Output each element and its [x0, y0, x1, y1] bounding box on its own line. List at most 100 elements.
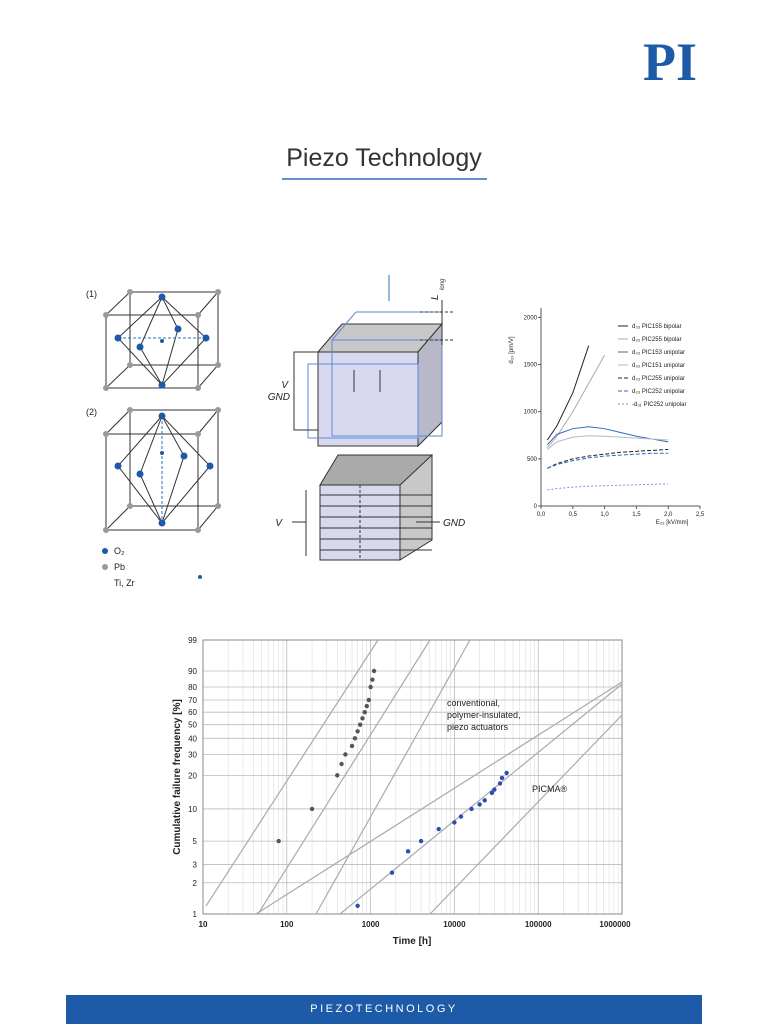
- data-point: [405, 849, 411, 854]
- series-line: [546, 345, 590, 441]
- x-axis-label: E₃₃ [kV/mm]: [656, 520, 689, 526]
- annotation: PICMA®: [532, 784, 568, 794]
- y-tick-label: 2: [193, 879, 198, 888]
- data-point: [436, 826, 441, 832]
- x-tick-label: 1,0: [600, 512, 609, 518]
- ground-label: GND: [443, 518, 465, 529]
- x-tick-label: 1000: [362, 920, 380, 929]
- fit-line: [205, 639, 379, 907]
- series-line: [547, 435, 669, 450]
- lattice-figure: (1) (2) O₂ Pb Ti, Zr: [86, 289, 221, 588]
- y-tick-label: 30: [188, 750, 197, 759]
- data-point: [452, 820, 457, 825]
- data-point: [343, 752, 348, 757]
- polarization-chart: 0 500 1000 1500 2000 0,0 0,5 1,0 1,5 2,0 2,5 E₃₃ [k…: [509, 308, 705, 526]
- annotation: conventional,: [447, 698, 500, 708]
- data-point: [370, 677, 375, 682]
- legend-label: O₂: [114, 546, 125, 556]
- data-point: [389, 870, 395, 875]
- x-tick-label: 100000: [525, 920, 552, 929]
- data-point: [458, 814, 464, 819]
- fit-line: [339, 683, 623, 915]
- legend-label: d₃₃ PIC255 unipolar: [632, 376, 685, 382]
- footer-text: PIEZOTECHNOLOGY: [310, 1003, 458, 1015]
- y-tick-label: 1000: [524, 410, 538, 416]
- data-point: [499, 775, 505, 781]
- y-tick-label: 90: [188, 667, 197, 676]
- annotation: polymer-insulated,: [447, 710, 521, 720]
- data-point: [371, 668, 377, 674]
- data-point: [497, 781, 503, 786]
- x-tick-label: 10: [199, 920, 208, 929]
- legend-label: d₃₃ PIC151 unipolar: [632, 363, 685, 369]
- legend-label: d₃₃ PIC153 unipolar: [632, 350, 685, 356]
- y-tick-label: 70: [188, 696, 197, 705]
- data-point: [335, 773, 340, 778]
- series-line: [546, 354, 606, 448]
- data-point: [349, 743, 355, 749]
- data-point: [504, 770, 509, 776]
- plot-frame: [202, 639, 623, 915]
- data-point: [492, 787, 497, 792]
- fit-line: [315, 639, 471, 915]
- data-point: [309, 806, 315, 812]
- data-point: [469, 806, 474, 812]
- lattice-label: (2): [86, 407, 97, 417]
- x-tick-label: 1000000: [599, 920, 631, 929]
- logo: PI: [643, 32, 697, 92]
- data-point: [366, 697, 371, 703]
- data-point: [352, 736, 358, 741]
- actuator-figure: V GND L long V GND: [268, 275, 465, 561]
- y-tick-label: 1: [193, 910, 198, 919]
- voltage-label: V: [275, 518, 283, 529]
- y-tick-label: 99: [188, 636, 197, 645]
- data-point: [360, 716, 365, 721]
- data-point: [357, 722, 363, 727]
- footer-bar: [66, 995, 702, 1024]
- data-point: [364, 703, 369, 709]
- y-axis-label: d₃₃ [pm/V]: [509, 336, 515, 364]
- legend-label: d₃₃ PIC155 bipolar: [632, 324, 682, 330]
- x-tick-label: 0,0: [537, 512, 546, 518]
- x-tick-label: 2,5: [696, 512, 705, 518]
- x-tick-label: 2,0: [664, 512, 673, 518]
- y-tick-label: 3: [193, 860, 198, 869]
- fit-line: [255, 681, 623, 915]
- y-tick-label: 80: [188, 683, 197, 692]
- x-tick-label: 1,5: [632, 512, 641, 518]
- data-point: [276, 838, 281, 844]
- data-point: [362, 710, 367, 715]
- y-tick-label: 0: [534, 504, 538, 510]
- x-axis-label: Time [h]: [393, 936, 432, 947]
- x-tick-label: 100: [280, 920, 294, 929]
- y-tick-label: 10: [188, 805, 197, 814]
- y-tick-label: 2000: [524, 315, 538, 321]
- series-line: [547, 483, 669, 491]
- ground-label: GND: [268, 392, 290, 403]
- x-tick-label: 10000: [443, 920, 466, 929]
- page-title: Piezo Technology: [286, 144, 482, 172]
- reliability-chart: 1 2 3 5 10 20 30 40 50 60 70 80 90 99 10 100 1000 10000 10…: [172, 636, 631, 947]
- y-tick-label: 5: [193, 837, 198, 846]
- length-label: L: [430, 294, 441, 300]
- legend-label: d₃₃ PIC255 bipolar: [632, 337, 682, 343]
- y-axis-label: Cumulative failure frequency [%]: [172, 699, 183, 855]
- series-line: [546, 426, 669, 446]
- data-point: [489, 790, 495, 796]
- legend-label: Ti, Zr: [114, 578, 135, 588]
- lattice-label: (1): [86, 289, 97, 299]
- legend-label: -d₃₁ PIC252 unipolar: [632, 402, 687, 408]
- data-point: [482, 798, 487, 803]
- voltage-label: V: [281, 380, 289, 391]
- y-tick-label: 60: [188, 708, 197, 717]
- legend-label: d₃₃ PIC252 unipolar: [632, 389, 685, 395]
- length-subscript: long: [440, 278, 446, 290]
- y-tick-label: 500: [527, 457, 538, 463]
- y-tick-label: 20: [188, 771, 197, 780]
- y-tick-label: 1500: [524, 363, 538, 369]
- series-line: [547, 452, 669, 469]
- data-point: [355, 903, 360, 909]
- legend-label: Pb: [114, 562, 125, 572]
